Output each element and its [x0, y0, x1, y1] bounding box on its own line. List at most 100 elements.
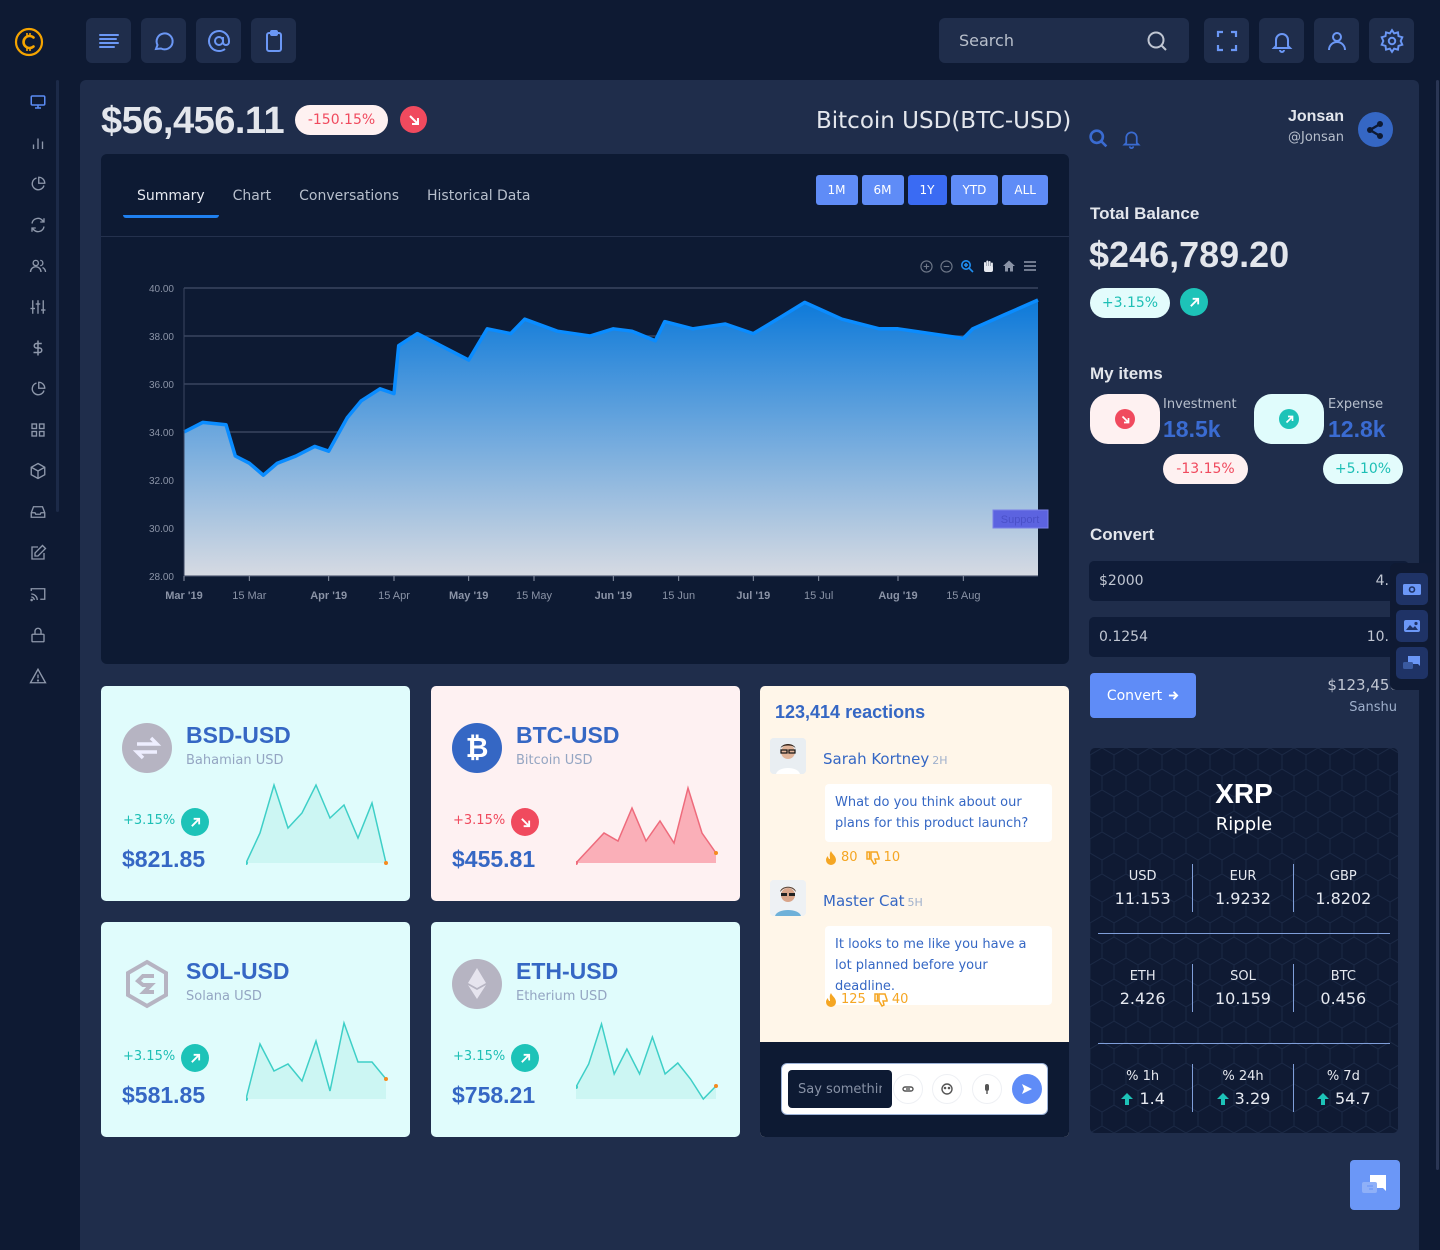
app-logo[interactable]: [14, 27, 44, 57]
sidebar-item-apps[interactable]: [27, 419, 49, 441]
sidebar-scrollbar[interactable]: [56, 80, 59, 512]
sidebar-item-payments[interactable]: [27, 337, 49, 359]
chart-menu-icon[interactable]: [1023, 259, 1037, 273]
sidebar-item-dashboard[interactable]: [27, 91, 49, 113]
notifications-button[interactable]: [1259, 18, 1304, 63]
chat-button[interactable]: [1396, 647, 1428, 679]
open-chat-button[interactable]: [1350, 1160, 1400, 1210]
investment-value: 18.5k: [1163, 416, 1221, 442]
bell-icon[interactable]: [1121, 128, 1142, 149]
clipboard-button[interactable]: [251, 18, 296, 63]
mentions-button[interactable]: [196, 18, 241, 63]
area-chart[interactable]: 40.00 38.00 36.00 34.00 32.00 30.00 28.00 Mar '…: [101, 154, 1069, 664]
attach-link-button[interactable]: [893, 1074, 923, 1104]
page-scrollbar[interactable]: [1436, 80, 1439, 1170]
sidebar-item-edit[interactable]: [27, 542, 49, 564]
fullscreen-icon: [1215, 29, 1239, 53]
conversation-widget: 123,414 reactions Sarah Kortney 2H What d…: [760, 686, 1069, 1137]
avatar[interactable]: [770, 738, 806, 774]
voice-button[interactable]: [972, 1074, 1002, 1104]
xrp-name: Ripple: [1215, 814, 1273, 835]
tab-summary[interactable]: Summary: [123, 180, 219, 218]
tab-historical-data[interactable]: Historical Data: [427, 188, 531, 204]
svg-text:36.00: 36.00: [149, 380, 174, 391]
asset-title: Bitcoin USD(BTC-USD): [816, 108, 1072, 134]
rate-value: 10.159: [1215, 989, 1271, 1008]
selection-zoom-icon[interactable]: [960, 259, 974, 273]
tab-conversations[interactable]: Conversations: [299, 188, 399, 204]
sidebar-item-reports[interactable]: [27, 173, 49, 195]
sidebar-item-cast[interactable]: [27, 583, 49, 605]
asset-card-bsd[interactable]: BSD-USD Bahamian USD +3.15% $821.85: [101, 686, 410, 901]
range-all-button[interactable]: ALL: [1002, 175, 1048, 205]
range-1m-button[interactable]: 1M: [815, 175, 858, 205]
xrp-symbol: XRP: [1215, 778, 1273, 809]
fire-icon[interactable]: [825, 992, 837, 1007]
trend-up-badge: [511, 1044, 539, 1072]
convert-from-input[interactable]: $2000 4.: [1089, 561, 1409, 601]
range-1y-button[interactable]: 1Y: [907, 175, 947, 205]
current-price: $56,456.11: [101, 100, 285, 142]
arrow-down-right-icon: [408, 114, 420, 126]
menu-button[interactable]: [86, 18, 131, 63]
sidebar-item-inbox[interactable]: [27, 501, 49, 523]
sidebar-item-products[interactable]: [27, 460, 49, 482]
asset-card-sol[interactable]: SOL-USD Solana USD +3.15% $581.85: [101, 922, 410, 1137]
camera-button[interactable]: [1396, 573, 1428, 605]
sidebar-item-exchange[interactable]: [27, 214, 49, 236]
svg-text:38.00: 38.00: [149, 332, 174, 343]
sidebar-item-analytics[interactable]: [27, 132, 49, 154]
send-button[interactable]: [1012, 1074, 1042, 1104]
emoji-button[interactable]: [932, 1074, 962, 1104]
user-icon: [1325, 29, 1349, 53]
svg-text:May '19: May '19: [449, 590, 488, 602]
chart-tabs: Summary Chart Conversations Historical D…: [123, 180, 544, 218]
fire-icon[interactable]: [825, 850, 837, 865]
rate-label: GBP: [1329, 869, 1357, 884]
expense-icon-box[interactable]: [1254, 394, 1324, 444]
messages-button[interactable]: [141, 18, 186, 63]
chat-message-input[interactable]: [788, 1070, 892, 1108]
profile-button[interactable]: [1314, 18, 1359, 63]
settings-button[interactable]: [1369, 18, 1414, 63]
sidebar-item-alerts[interactable]: [27, 665, 49, 687]
search-input[interactable]: [959, 31, 1129, 50]
arrow-up-right-icon: [190, 1053, 201, 1064]
rate-value: 11.153: [1114, 889, 1171, 908]
sidebar-item-settings[interactable]: [27, 296, 49, 318]
avatar[interactable]: [770, 880, 806, 916]
hexagon-pattern: [1090, 748, 1398, 1133]
arrow-right-icon: [1168, 690, 1179, 701]
fullscreen-button[interactable]: [1204, 18, 1249, 63]
pan-hand-icon[interactable]: [981, 259, 995, 273]
tab-chart[interactable]: Chart: [232, 188, 272, 204]
asset-price: $758.21: [452, 1082, 536, 1108]
zoom-in-icon[interactable]: [920, 259, 933, 273]
range-6m-button[interactable]: 6M: [861, 175, 904, 205]
sidebar-item-users[interactable]: [27, 255, 49, 277]
avatar[interactable]: [1358, 112, 1393, 147]
convert-to-input[interactable]: 0.1254 10.: [1089, 617, 1409, 657]
sidebar-item-security[interactable]: [27, 624, 49, 646]
svg-text:Apr '19: Apr '19: [310, 590, 347, 602]
thumbs-down-icon[interactable]: [874, 992, 888, 1007]
rate-value: 0.456: [1320, 989, 1367, 1008]
asset-name: Solana USD: [186, 989, 262, 1004]
search-icon[interactable]: [1145, 29, 1169, 53]
convert-button[interactable]: Convert: [1090, 673, 1196, 718]
message-reactions: 80 10: [825, 850, 900, 865]
asset-card-eth[interactable]: ETH-USD Etherium USD +3.15% $758.21: [431, 922, 740, 1137]
investment-icon-box[interactable]: [1090, 394, 1160, 444]
author-name[interactable]: Master Cat: [823, 892, 905, 910]
thumbs-down-icon[interactable]: [865, 850, 880, 865]
author-name[interactable]: Sarah Kortney: [823, 750, 930, 768]
sidebar-item-charts[interactable]: [27, 378, 49, 400]
message-author: Master Cat 5H: [823, 892, 923, 910]
image-button[interactable]: [1396, 610, 1428, 642]
reset-home-icon[interactable]: [1002, 259, 1016, 273]
convert-to-value: 0.1254: [1099, 629, 1148, 645]
range-ytd-button[interactable]: YTD: [950, 175, 999, 205]
search-icon[interactable]: [1088, 128, 1109, 149]
asset-card-btc[interactable]: ₿ BTC-USD Bitcoin USD +3.15% $455.81: [431, 686, 740, 901]
zoom-out-icon[interactable]: [940, 259, 953, 273]
